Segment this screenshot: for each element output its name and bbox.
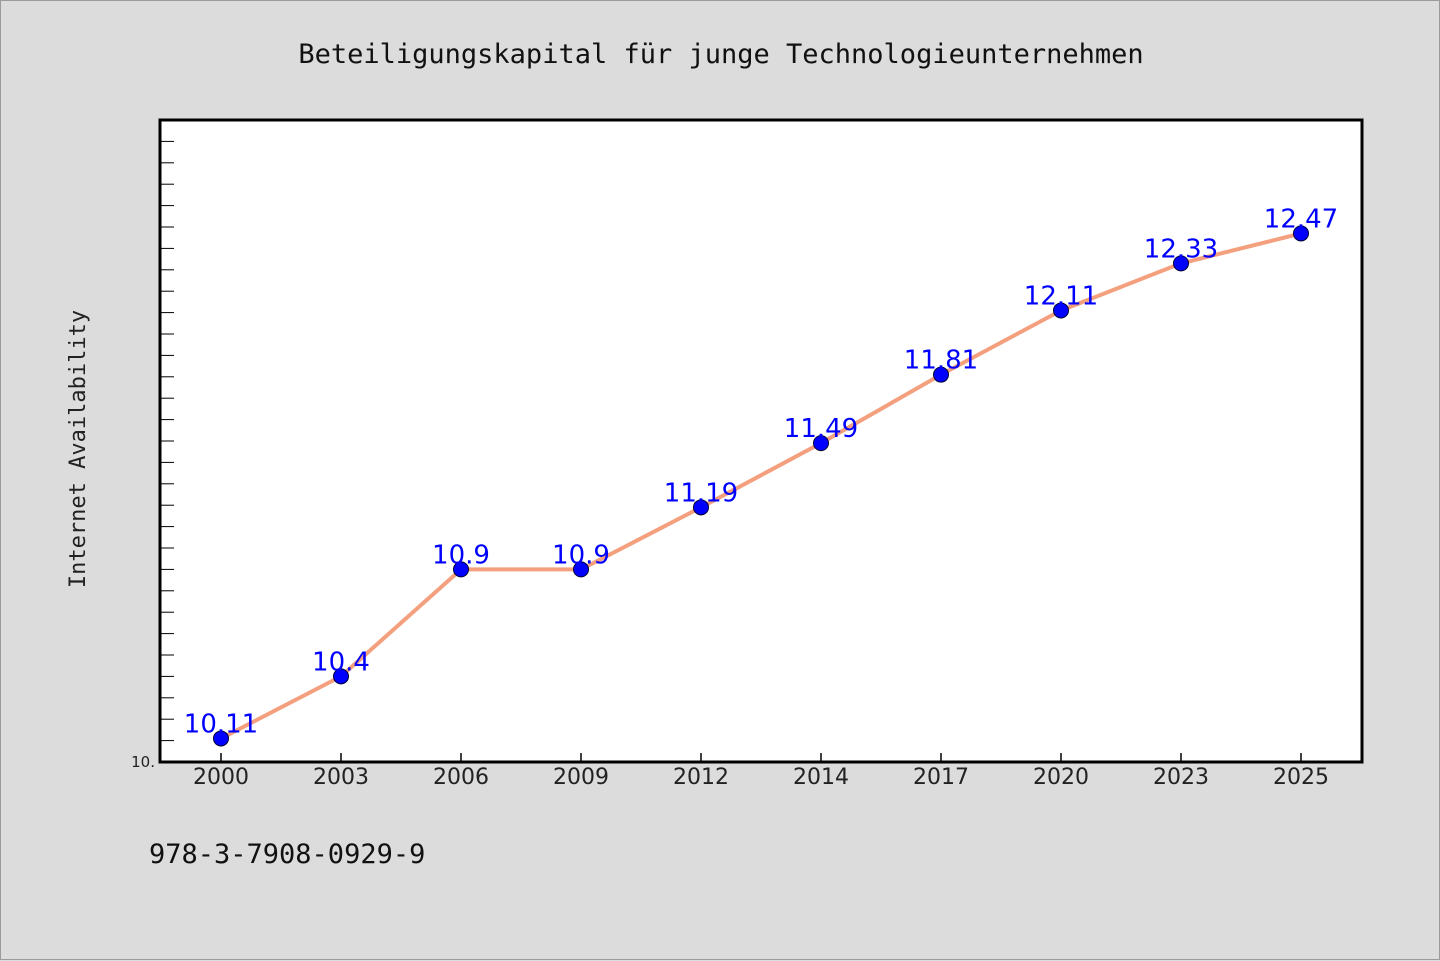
x-tick-label: 2003 bbox=[313, 765, 369, 790]
data-label: 11.49 bbox=[784, 414, 858, 444]
x-tick-label: 2025 bbox=[1273, 765, 1329, 790]
data-point bbox=[813, 435, 829, 452]
data-point bbox=[1173, 255, 1189, 272]
chart-title: Beteiligungskapital für junge Technologi… bbox=[298, 39, 1143, 70]
data-label: 12.47 bbox=[1264, 204, 1338, 234]
data-label: 10.9 bbox=[432, 540, 490, 570]
series-group: 10.11 10.4 10.9 10.9 11.19 11.49 11.81 12.11 12.… bbox=[184, 204, 1338, 747]
data-label: 12.11 bbox=[1024, 281, 1098, 311]
x-tick-label: 2017 bbox=[913, 765, 969, 790]
series-line bbox=[220, 231, 1302, 741]
y-axis-label: Internet Availability bbox=[66, 310, 91, 588]
data-point bbox=[333, 668, 349, 685]
data-label: 11.81 bbox=[904, 346, 978, 376]
data-label: 12.33 bbox=[1144, 234, 1218, 264]
data-point bbox=[933, 366, 949, 383]
x-tick-label: 2009 bbox=[553, 765, 609, 790]
data-point bbox=[573, 561, 589, 578]
data-point bbox=[693, 499, 709, 516]
footer-isbn: 978-3-7908-0929-9 bbox=[149, 839, 425, 870]
data-label: 11.19 bbox=[664, 478, 738, 508]
data-label: 10.9 bbox=[552, 540, 610, 570]
x-tick-label: 2014 bbox=[793, 765, 849, 790]
x-tick-label: 2006 bbox=[433, 765, 489, 790]
data-point bbox=[213, 730, 229, 747]
data-label: 10.11 bbox=[184, 709, 258, 739]
x-tick-label: 2020 bbox=[1033, 765, 1089, 790]
data-label: 10.4 bbox=[312, 647, 370, 677]
data-point bbox=[1293, 225, 1309, 242]
x-tick-label: 2023 bbox=[1153, 765, 1209, 790]
x-tick-label: 2012 bbox=[673, 765, 729, 790]
x-axis-tick-labels: 2000 2003 2006 2009 2012 2014 2017 2020 2023 2025 bbox=[193, 765, 1329, 790]
x-tick-label: 2000 bbox=[193, 765, 249, 790]
plot-area bbox=[158, 118, 1364, 764]
y-axis-ticks bbox=[160, 140, 174, 742]
data-point bbox=[1053, 302, 1069, 319]
x-axis-ticks bbox=[220, 753, 1302, 762]
y-axis-min-label: 10. bbox=[131, 753, 155, 771]
data-point bbox=[453, 561, 469, 578]
